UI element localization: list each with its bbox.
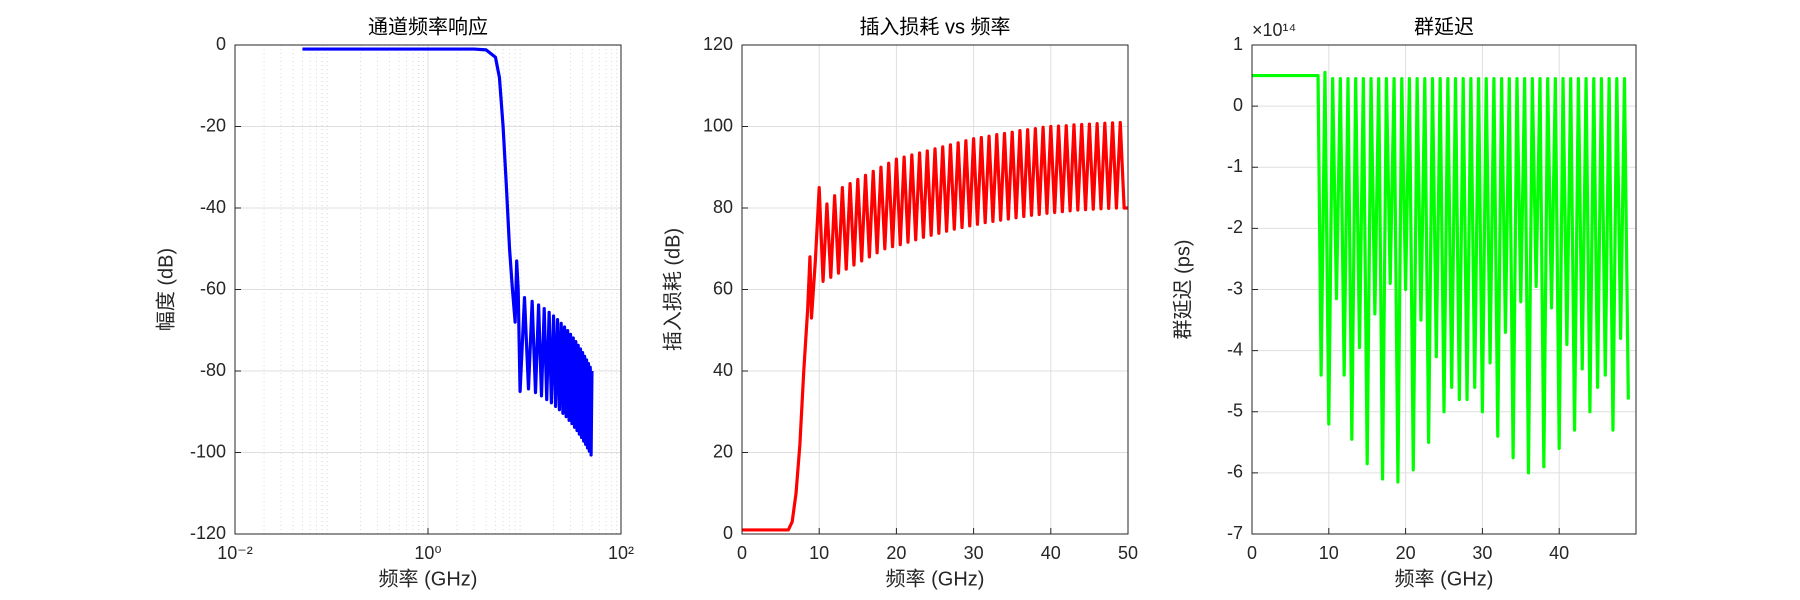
y-tick-label: -120: [190, 523, 226, 543]
y-tick-label: -4: [1227, 339, 1243, 359]
y-tick-label: -5: [1227, 401, 1243, 421]
y-tick-label: -20: [200, 115, 226, 135]
x-tick-label: 30: [964, 543, 984, 563]
y-tick-label: -60: [200, 278, 226, 298]
y-tick-label: 1: [1233, 34, 1243, 54]
y-tick-label: 40: [713, 360, 733, 380]
y-tick-label: -40: [200, 197, 226, 217]
x-tick-label: 0: [737, 543, 747, 563]
x-tick-label: 40: [1041, 543, 1061, 563]
chart-title: 群延迟: [1414, 15, 1474, 38]
x-tick-label: 40: [1549, 543, 1569, 563]
x-tick-label: 10²: [608, 543, 634, 563]
x-axis-label: 频率 (GHz): [1395, 567, 1494, 590]
x-tick-label: 20: [886, 543, 906, 563]
data-line: [1252, 70, 1630, 484]
axes-box: [741, 44, 1129, 535]
y-tick-label: -2: [1227, 217, 1243, 237]
x-tick-label: 0: [1247, 543, 1257, 563]
y-axis-label: 群延迟 (ps): [1171, 240, 1194, 340]
y-tick-label: 0: [216, 34, 226, 54]
x-axis-label: 频率 (GHz): [379, 567, 478, 590]
x-tick-label: 20: [1396, 543, 1416, 563]
y-tick-label: -100: [190, 441, 226, 461]
y-tick-label: -3: [1227, 278, 1243, 298]
x-tick-label: 10: [1319, 543, 1339, 563]
chart-title: 通道频率响应: [368, 15, 488, 38]
x-tick-label: 10: [809, 543, 829, 563]
y-axis-label: 幅度 (dB): [154, 248, 177, 331]
y-tick-label: 20: [713, 441, 733, 461]
x-tick-label: 30: [1472, 543, 1492, 563]
y-tick-label: -7: [1227, 523, 1243, 543]
axes-box: [234, 44, 622, 535]
y-tick-label: 100: [703, 115, 733, 135]
x-axis-label: 频率 (GHz): [886, 567, 985, 590]
y-tick-label: -1: [1227, 156, 1243, 176]
x-tick-label: 50: [1118, 543, 1138, 563]
x-tick-label: 10⁰: [414, 543, 441, 563]
chart-title: 插入损耗 vs 频率: [859, 15, 1010, 38]
y-tick-label: 80: [713, 197, 733, 217]
y-tick-label: -6: [1227, 462, 1243, 482]
y-tick-label: 0: [1233, 95, 1243, 115]
y-tick-label: 60: [713, 278, 733, 298]
y-axis-label: 插入损耗 (dB): [661, 228, 684, 351]
y-exponent-label: ×10¹⁴: [1252, 20, 1296, 40]
axes-box: [1251, 44, 1637, 535]
y-tick-label: 120: [703, 34, 733, 54]
y-tick-label: -80: [200, 360, 226, 380]
data-line: [742, 120, 1128, 532]
y-tick-label: 0: [723, 523, 733, 543]
x-tick-label: 10⁻²: [217, 543, 253, 563]
data-line: [302, 47, 594, 457]
